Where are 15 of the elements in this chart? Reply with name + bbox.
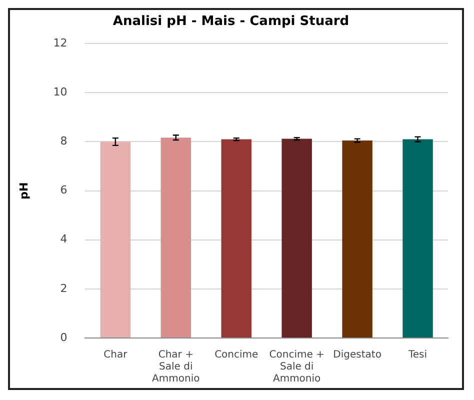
y-tick-label: 12 (53, 36, 68, 50)
y-tick-label: 6 (60, 184, 68, 197)
y-tick-label: 2 (60, 282, 68, 295)
x-tick-label: Char (104, 350, 128, 361)
x-tick-label: Digestato (333, 350, 382, 361)
y-tick-label: 10 (53, 86, 68, 99)
x-tick-label: Concime (214, 350, 258, 361)
x-tick-label: Char + Sale di Ammonio (152, 350, 200, 385)
y-axis-title: pH (17, 182, 30, 200)
chart-title: Analisi pH - Mais - Campi Stuard (112, 14, 350, 30)
x-tick-label: Tesi (407, 350, 428, 361)
y-tick-label: 8 (60, 134, 68, 148)
y-tick-label: 4 (60, 232, 68, 246)
y-tick-label: 0 (60, 330, 68, 344)
x-tick-label: Concime + Sale di Ammonio (269, 350, 324, 385)
